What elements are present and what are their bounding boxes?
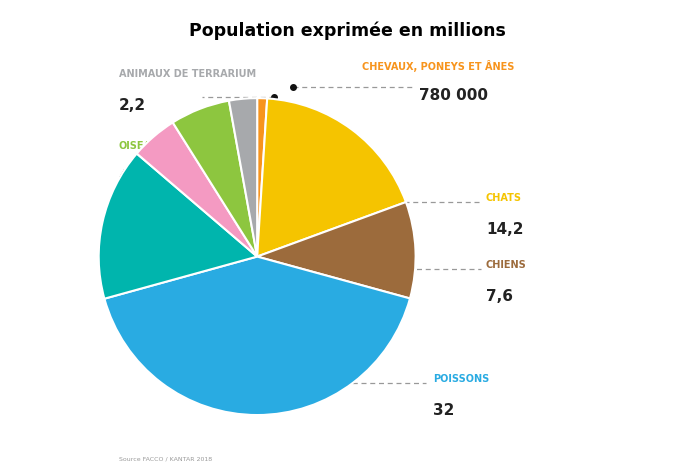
Text: CHEVAUX, PONEYS ET ÂNES: CHEVAUX, PONEYS ET ÂNES [362, 60, 514, 71]
Text: Population exprimée en millions: Population exprimée en millions [189, 21, 506, 40]
Text: 3,7: 3,7 [119, 236, 145, 250]
Text: 4,7: 4,7 [119, 169, 145, 184]
Text: PETITS MAMMIFÈRES: PETITS MAMMIFÈRES [119, 207, 234, 217]
Wedge shape [173, 101, 257, 257]
Wedge shape [257, 99, 406, 257]
Text: OISEAUX: OISEAUX [119, 140, 167, 150]
Text: Source FACCO / KANTAR 2018: Source FACCO / KANTAR 2018 [119, 456, 212, 461]
Wedge shape [99, 154, 257, 299]
Text: OISEAUX: OISEAUX [119, 264, 167, 274]
Text: 32: 32 [434, 402, 455, 417]
Wedge shape [104, 257, 410, 415]
Text: DE BASSE-COUR: DE BASSE-COUR [119, 290, 207, 300]
Text: POISSONS: POISSONS [434, 374, 489, 384]
Text: 12: 12 [119, 312, 140, 327]
Text: CHATS: CHATS [486, 193, 522, 203]
Text: 2,2: 2,2 [119, 98, 146, 112]
Wedge shape [257, 203, 416, 299]
Wedge shape [137, 123, 257, 257]
Text: ANIMAUX DE TERRARIUM: ANIMAUX DE TERRARIUM [119, 69, 256, 79]
Text: CHIENS: CHIENS [486, 259, 527, 269]
Text: 7,6: 7,6 [486, 288, 513, 303]
Text: 780 000: 780 000 [419, 88, 488, 103]
Wedge shape [229, 99, 257, 257]
Text: 14,2: 14,2 [486, 221, 523, 236]
Wedge shape [257, 99, 267, 257]
